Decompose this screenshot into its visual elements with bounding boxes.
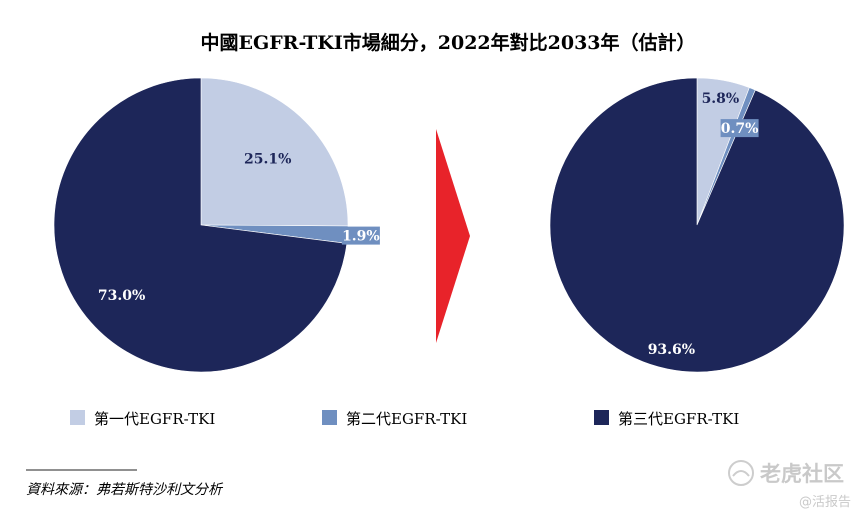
data-label-box-2033E-second-gen [720,119,759,138]
source-note: 資料來源：弗若斯特沙利文分析 [26,482,224,498]
data-label-2022-second-gen: 1.9% [342,229,380,245]
watermark-logo-icon [728,460,754,486]
pie-slice-2033E-third-gen [549,77,845,373]
data-label-2022-first-gen: 25.1% [244,152,291,168]
legend-swatch-first-gen [70,410,85,425]
legend-label-third-gen: 第三代EGFR-TKI [618,410,739,428]
legend-swatch-third-gen [594,410,609,425]
legend: 第一代EGFR-TKI 第二代EGFR-TKI 第三代EGFR-TKI [70,410,739,428]
chart-title: 中國EGFR-TKI市場細分，2022年對比2033年（估計） [200,31,695,54]
data-label-2033E-third-gen: 93.6% [648,342,695,358]
data-label-2033E-second-gen: 0.7% [721,121,759,137]
transition-arrow [436,129,470,343]
data-label-box-2022-second-gen [341,226,380,245]
legend-swatch-second-gen [322,410,337,425]
watermark-sub: @活报告 [799,495,851,510]
legend-label-second-gen: 第二代EGFR-TKI [346,410,467,428]
data-label-2033E-first-gen: 5.8% [702,91,740,107]
watermark: 老虎社区 @活报告 [728,460,851,510]
pie-2022: 25.1% 1.9% 73.0% [53,77,380,373]
watermark-brand: 老虎社区 [760,462,844,486]
pie-2033: 5.8% 0.7% 93.6% [549,77,845,373]
data-label-2022-third-gen: 73.0% [98,288,145,304]
pie-slice-2022-first-gen [200,77,349,227]
legend-label-first-gen: 第一代EGFR-TKI [94,410,215,428]
pie-slice-2022-third-gen [53,77,348,373]
